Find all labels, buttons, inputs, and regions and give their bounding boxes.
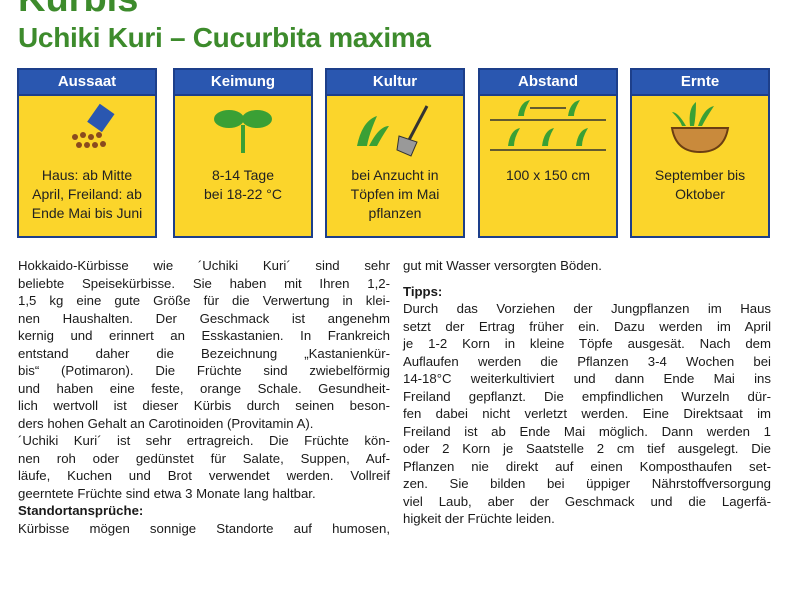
- line: 100 x 150 cm: [505, 167, 591, 183]
- text-line: ´Uchiki Kuri´ ist sehr ertragreich. Die …: [18, 433, 390, 448]
- text-line: Auflaufen werden die Pflanzen 3-4 Wochen…: [403, 353, 771, 369]
- panel-text: Haus: ab Mitte April, Freiland: ab Ende Ma…: [19, 166, 155, 223]
- line: Haus: ab Mitte: [41, 167, 133, 183]
- line: pflanzen: [368, 205, 422, 221]
- text-line: 1,5 kg eine gute Größe für die Verwertun…: [18, 293, 390, 308]
- text-line: beliebte Speisekürbisse. Sie haben mit I…: [18, 275, 390, 291]
- text-line: Kürbisse mögen sonnige Standorte auf hum…: [18, 520, 390, 536]
- text-line: oder 2 Korn je Saatstelle 2 cm tief ausg…: [403, 441, 771, 456]
- line: Ende Mai bis Juni: [31, 205, 143, 221]
- panel: Abstand 100 x 150 cm: [478, 68, 618, 238]
- panel: Ernte September bis Oktober: [630, 68, 770, 238]
- text-line: gut mit Wasser versorgten Böden.: [403, 258, 602, 273]
- text-line: entstand daher die Bezeichnung „Kastanie…: [18, 345, 390, 361]
- text-line: viel Laub, aber der Geschmack und die La…: [403, 493, 771, 509]
- text-line: Hokkaido-Kürbisse wie ´Uchiki Kuri´ sind…: [18, 258, 390, 273]
- text-line: nen Haushalten. Der Geschmack ist angene…: [18, 310, 390, 326]
- line: bei 18-22 °C: [204, 186, 282, 202]
- text-line: Freiland gepflanzt. Die empfindlichen Wu…: [403, 388, 771, 404]
- icon: [670, 102, 730, 154]
- text-line: und haben eine feste, orange Schale. Ges…: [18, 380, 390, 396]
- panel: Kultur bei Anzucht in Töpfen im Mai pflanz…: [325, 68, 465, 238]
- icon: [72, 103, 115, 148]
- panel: Keimung 8-14 Tage bei 18-22 °C: [173, 68, 313, 238]
- text-line: läufe, Kuchen und Brot verwendet werden.…: [18, 468, 390, 483]
- text-line: bis“ (Potimaron). Die Früchte sind zwieb…: [18, 363, 390, 378]
- text-line: kernig und erinnert an Esskastanien. In …: [18, 328, 390, 343]
- text-line: Durch das Vorziehen der Jungpflanzen im …: [403, 301, 771, 316]
- panel-text: 100 x 150 cm: [480, 166, 616, 185]
- panel-text: 8-14 Tage bei 18-22 °C: [175, 166, 311, 204]
- panel-text: September bis Oktober: [632, 166, 768, 204]
- panel-label: Keimung: [175, 70, 311, 96]
- panel-label: Aussaat: [19, 70, 155, 96]
- text-line: je 1-2 Korn in kleine Töpfe ausgesät. Na…: [403, 336, 771, 351]
- icon: [357, 105, 429, 157]
- panel-text: bei Anzucht in Töpfen im Mai pflanzen: [327, 166, 463, 223]
- panel-label: Kultur: [327, 70, 463, 96]
- icon: [490, 100, 606, 151]
- text-line: higkeit der Früchte leiden.: [403, 511, 555, 526]
- panel-label: Abstand: [480, 70, 616, 96]
- text-line: setzt der Ertrag früher ein. Dazu werden…: [403, 318, 771, 334]
- subtitle: Uchiki Kuri – Cucurbita maxima: [18, 22, 431, 53]
- line: September bis: [654, 167, 746, 183]
- heading: Tipps:: [403, 283, 443, 299]
- title: Kürbis: [18, 0, 138, 21]
- text-line: lich wertvoll ist dieser Kürbis durch se…: [18, 398, 390, 413]
- text-line: geerntete Früchte sind etwa 3 Monate lan…: [18, 485, 316, 501]
- text-line: nen roh oder gedünstet für Salate, Suppe…: [18, 450, 390, 466]
- right-column: gut mit Wasser versorgten Böden. Tipps: Du…: [403, 257, 771, 528]
- line: April, Freiland: ab: [32, 186, 142, 202]
- panel: Aussaat Haus: ab Mitte April, Freiland: a…: [17, 68, 157, 238]
- line: Töpfen im Mai: [350, 186, 440, 202]
- line: 8-14 Tage: [211, 167, 274, 183]
- text-line: ders hohen Gehalt an Carotinoiden (Provi…: [18, 415, 314, 431]
- line: Oktober: [675, 186, 725, 202]
- text-line: Freiland ist ab Ende Mai möglich. Dann w…: [403, 423, 771, 439]
- icon: [214, 110, 272, 153]
- left-column: Hokkaido-Kürbisse wie ´Uchiki Kuri´ sind…: [18, 257, 390, 537]
- panel-label: Ernte: [632, 70, 768, 96]
- text-line: Pflanzen nie direkt auf einen Komposthau…: [403, 458, 771, 474]
- text-line: fen dabei nicht verletzt werden. Eine Di…: [403, 406, 771, 421]
- heading: Standortansprüche:: [18, 503, 144, 518]
- text-line: 14-18°C weiterkultiviert und dann Ende M…: [403, 371, 771, 386]
- line: bei Anzucht in: [351, 167, 439, 183]
- text-line: zen. Sie bilden bei üppiger Nährstoffver…: [403, 476, 771, 491]
